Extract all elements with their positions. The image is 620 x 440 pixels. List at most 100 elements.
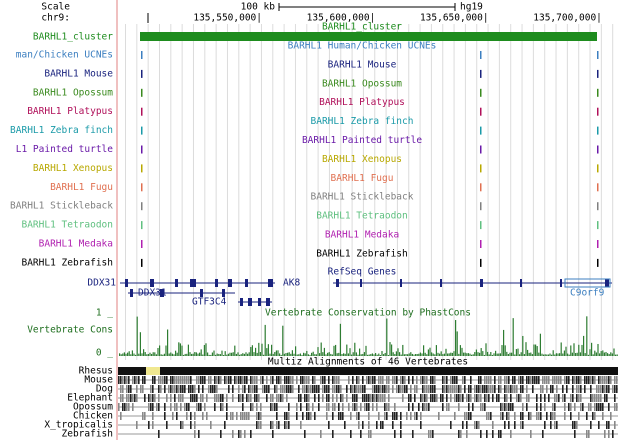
cons-bar bbox=[315, 354, 317, 356]
align-block bbox=[552, 412, 554, 420]
align-block bbox=[434, 385, 436, 393]
align-block bbox=[602, 412, 604, 420]
align-block bbox=[362, 376, 364, 384]
cons-bar bbox=[325, 354, 327, 356]
align-block bbox=[600, 385, 602, 393]
align-block bbox=[364, 394, 366, 402]
align-block bbox=[338, 403, 340, 411]
align-block bbox=[578, 412, 580, 420]
cluster-bar bbox=[140, 32, 597, 41]
cons-bar bbox=[405, 354, 407, 356]
align-block bbox=[468, 412, 470, 420]
align-block bbox=[466, 421, 468, 429]
cons-bar bbox=[453, 351, 455, 356]
align-block bbox=[528, 376, 530, 384]
cons-bar bbox=[530, 352, 532, 356]
align-block bbox=[426, 376, 428, 384]
align-block bbox=[424, 376, 426, 384]
align-block bbox=[468, 394, 470, 402]
cons-bar bbox=[205, 343, 207, 356]
align-block bbox=[502, 412, 504, 420]
cons-bar bbox=[208, 354, 210, 356]
cons-bar bbox=[261, 343, 263, 356]
align-block bbox=[612, 385, 614, 393]
align-block bbox=[466, 394, 468, 402]
exon bbox=[560, 279, 562, 287]
align-block bbox=[546, 385, 548, 393]
cons-bar bbox=[423, 345, 425, 356]
align-block bbox=[334, 376, 336, 384]
cons-bar bbox=[343, 353, 345, 356]
align-block bbox=[134, 376, 136, 384]
align-block bbox=[286, 421, 288, 429]
cons-bar bbox=[603, 352, 605, 356]
align-block bbox=[460, 394, 462, 402]
align-block bbox=[260, 403, 262, 411]
align-block bbox=[278, 376, 280, 384]
align-block bbox=[482, 403, 484, 411]
align-block bbox=[128, 394, 130, 402]
align-block bbox=[460, 430, 462, 438]
cons-bar bbox=[411, 353, 413, 356]
align-block bbox=[134, 394, 136, 402]
element-tick bbox=[597, 51, 599, 59]
align-block bbox=[340, 394, 342, 402]
align-block bbox=[288, 412, 290, 420]
cons-bar bbox=[331, 354, 333, 356]
align-block bbox=[564, 394, 566, 402]
cons-bar bbox=[392, 352, 394, 356]
align-block bbox=[202, 394, 204, 402]
cons-bar bbox=[170, 352, 172, 356]
cons-bar bbox=[127, 352, 129, 356]
align-block bbox=[272, 421, 274, 429]
align-block bbox=[332, 376, 334, 384]
align-block bbox=[158, 385, 160, 393]
align-block bbox=[180, 376, 182, 384]
align-block bbox=[174, 403, 176, 411]
align-block bbox=[266, 385, 268, 393]
cons-bar bbox=[229, 352, 231, 356]
align-block bbox=[352, 403, 354, 411]
align-block bbox=[584, 376, 586, 384]
align-block bbox=[288, 385, 290, 393]
align-block bbox=[602, 385, 604, 393]
exon bbox=[266, 298, 270, 306]
align-block bbox=[180, 385, 182, 393]
align-block bbox=[388, 385, 390, 393]
align-block bbox=[136, 421, 138, 429]
align-block bbox=[386, 412, 388, 420]
align-block bbox=[416, 376, 418, 384]
align-block bbox=[290, 376, 292, 384]
align-block bbox=[520, 412, 522, 420]
track-label: Vertebrate Cons bbox=[27, 325, 113, 336]
cons-bar bbox=[320, 342, 322, 356]
cons-bar bbox=[611, 353, 613, 356]
cons-bar bbox=[362, 353, 364, 356]
cons-bar bbox=[368, 354, 370, 356]
cons-bar bbox=[125, 353, 127, 356]
align-block bbox=[276, 412, 278, 420]
align-block bbox=[552, 376, 554, 384]
cons-bar bbox=[373, 354, 375, 356]
align-block bbox=[312, 376, 314, 384]
align-block bbox=[222, 394, 224, 402]
element-tick bbox=[480, 69, 482, 78]
cons-bar bbox=[528, 352, 530, 356]
align-block bbox=[452, 385, 454, 393]
align-block bbox=[266, 394, 268, 402]
align-block bbox=[218, 394, 220, 402]
align-block bbox=[194, 412, 196, 420]
align-block bbox=[160, 385, 162, 393]
cons-bar bbox=[563, 350, 565, 356]
align-block bbox=[250, 376, 252, 384]
align-block bbox=[398, 385, 400, 393]
align-block bbox=[394, 430, 396, 438]
cons-bar bbox=[293, 353, 295, 356]
align-block bbox=[282, 394, 284, 402]
align-block bbox=[304, 376, 306, 384]
align-block bbox=[170, 403, 172, 411]
align-block bbox=[472, 403, 474, 411]
align-block bbox=[556, 394, 558, 402]
align-block bbox=[602, 403, 604, 411]
align-block bbox=[268, 385, 270, 393]
